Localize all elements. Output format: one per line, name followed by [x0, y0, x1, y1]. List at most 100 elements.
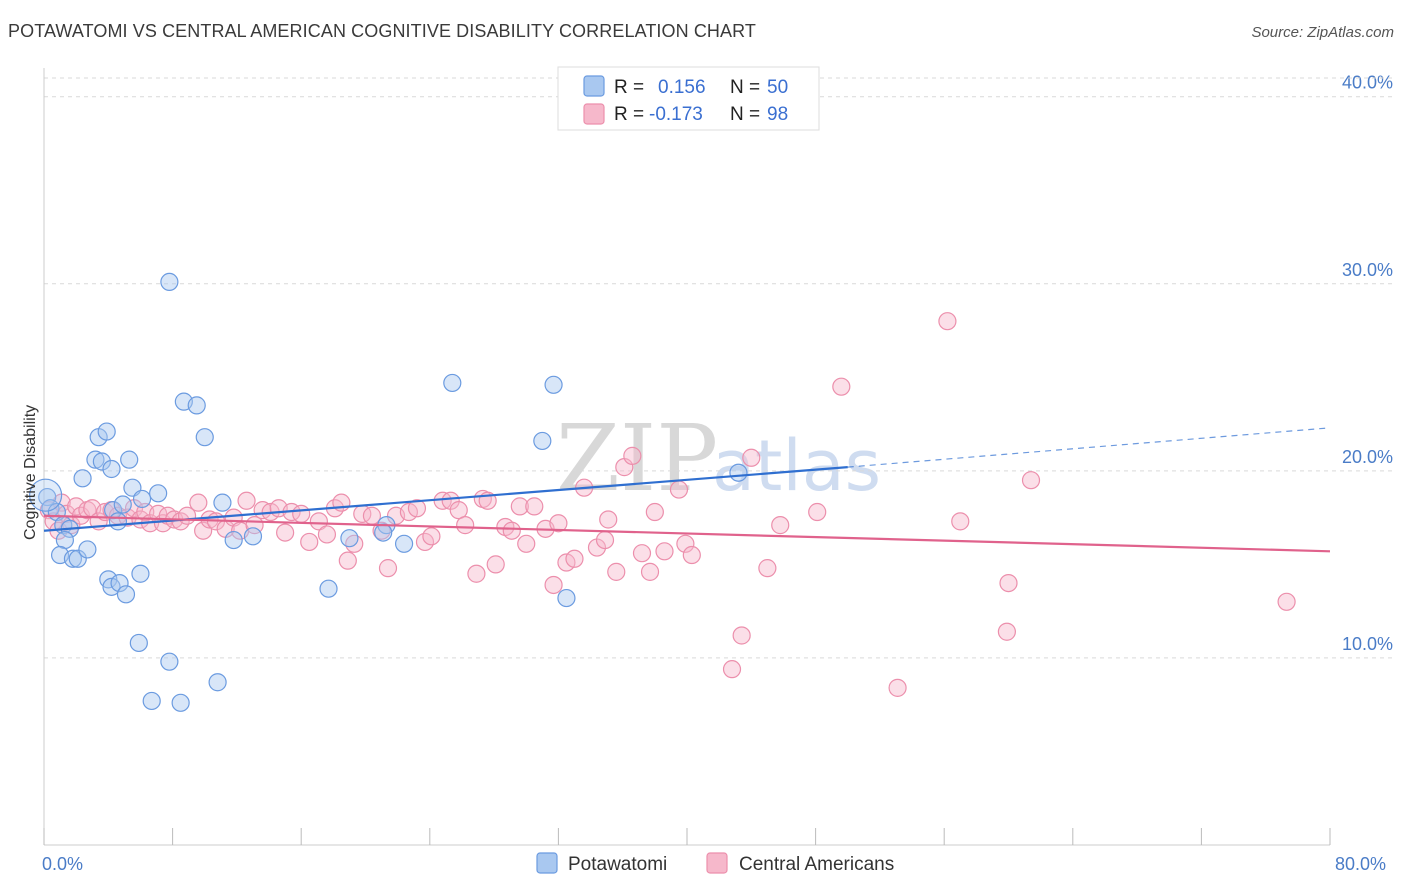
potawatomi-point — [63, 549, 83, 568]
legend-r-value-1: 0.156 — [658, 77, 706, 98]
trend-lines — [43, 427, 1331, 553]
stats-legend: R = 0.156 N = 50 R = -0.173 N = 98 — [557, 66, 820, 131]
central-americans-point — [517, 534, 536, 553]
y-tick-label: 20.0% — [1342, 447, 1393, 467]
potawatomi-point — [73, 469, 92, 488]
central-americans-point — [758, 559, 777, 578]
central-americans-point — [467, 564, 486, 583]
central-americans-points — [39, 312, 1296, 697]
potawatomi-point — [132, 489, 152, 509]
central-americans-point — [237, 491, 256, 510]
chart-title: POTAWATOMI VS CENTRAL AMERICAN COGNITIVE… — [8, 21, 757, 41]
y-tick-label: 40.0% — [1342, 73, 1393, 93]
potawatomi-point — [149, 484, 168, 503]
potawatomi-point — [86, 450, 105, 469]
y-tick-label: 30.0% — [1342, 260, 1393, 280]
potawatomi-point — [92, 452, 111, 471]
central-americans-point — [655, 542, 674, 561]
central-americans-point — [632, 544, 652, 563]
central-americans-point — [67, 497, 86, 516]
central-americans-point — [682, 545, 701, 565]
central-americans-point — [317, 525, 337, 544]
potawatomi-point — [443, 373, 462, 393]
y-axis-label: Cognitive Disability — [22, 405, 39, 540]
central-americans-point — [189, 493, 208, 512]
central-americans-point — [832, 377, 851, 396]
central-americans-point — [194, 521, 213, 540]
potawatomi-point — [131, 564, 150, 583]
legend-n-value-1: 50 — [767, 77, 788, 98]
bottom-legend-swatch-potawatomi — [536, 852, 558, 874]
central-americans-point — [345, 534, 364, 553]
potawatomi-point — [544, 375, 563, 394]
central-americans-point — [808, 502, 827, 522]
potawatomi-point — [187, 396, 206, 415]
potawatomi-point — [394, 534, 414, 553]
central-americans-point — [456, 516, 475, 535]
potawatomi-point — [208, 673, 227, 692]
central-americans-point — [544, 575, 563, 595]
bottom-legend-potawatomi: Potawatomi — [568, 854, 667, 875]
axes — [43, 68, 1331, 846]
potawatomi-point — [171, 693, 190, 712]
central-americans-point — [732, 626, 751, 645]
central-americans-point — [888, 678, 907, 697]
legend-swatch-potawatomi — [583, 75, 605, 97]
source-credit: Source: ZipAtlas.com — [1251, 24, 1394, 41]
legend-n-value-2: 98 — [767, 104, 788, 125]
central-americans-point — [742, 448, 761, 467]
central-americans-point — [938, 312, 957, 331]
central-americans-point — [623, 446, 642, 465]
series-legend: Potawatomi Central Americans — [536, 852, 894, 875]
potawatomi-point — [116, 585, 136, 604]
central-americans-point — [502, 521, 521, 540]
central-americans-point — [599, 510, 618, 529]
central-americans-point — [510, 497, 529, 516]
central-americans-point — [309, 512, 328, 531]
central-americans-point — [1277, 592, 1296, 611]
legend-n-label-2: N = — [730, 104, 760, 125]
x-tick-min: 0.0% — [42, 854, 83, 874]
potawatomi-point — [38, 487, 57, 507]
bottom-legend-central-americans: Central Americans — [739, 854, 894, 875]
legend-swatch-central-americans — [583, 103, 605, 125]
potawatomi-point — [129, 633, 148, 653]
central-americans-point — [449, 501, 468, 520]
central-americans-point — [292, 504, 311, 523]
potawatomi-point — [108, 512, 128, 531]
potawatomi-point — [102, 459, 121, 479]
central-americans-point — [422, 527, 441, 546]
potawatomi-trend-extension — [847, 427, 1331, 468]
potawatomi-point — [160, 272, 179, 292]
potawatomi-point — [243, 527, 263, 546]
central-americans-point — [486, 555, 505, 574]
central-americans-point — [607, 562, 626, 581]
legend-r-label-1: R = — [614, 77, 644, 98]
potawatomi-point — [224, 530, 243, 550]
central-americans-point — [407, 499, 427, 518]
central-americans-point — [300, 532, 319, 552]
legend-r-label-2: R = — [614, 104, 644, 125]
potawatomi-point — [110, 573, 129, 593]
bottom-legend-swatch-central-americans — [706, 852, 728, 874]
potawatomi-point — [68, 549, 87, 568]
potawatomi-point — [142, 691, 161, 711]
central-americans-point — [669, 480, 689, 499]
potawatomi-point — [340, 529, 359, 548]
central-americans-point — [997, 622, 1016, 641]
legend-n-label-1: N = — [730, 77, 760, 98]
central-americans-point — [525, 497, 544, 516]
central-americans-point — [771, 516, 790, 535]
central-americans-point — [595, 530, 615, 550]
central-americans-point — [549, 514, 568, 533]
potawatomi-point — [195, 428, 214, 447]
potawatomi-point — [160, 652, 179, 671]
central-americans-point — [676, 534, 695, 553]
x-tick-max: 80.0% — [1335, 854, 1386, 874]
potawatomi-point — [78, 540, 97, 559]
central-americans-point — [951, 512, 970, 531]
central-americans-point — [362, 506, 382, 525]
central-americans-point — [378, 559, 398, 578]
central-americans-point — [565, 549, 584, 568]
